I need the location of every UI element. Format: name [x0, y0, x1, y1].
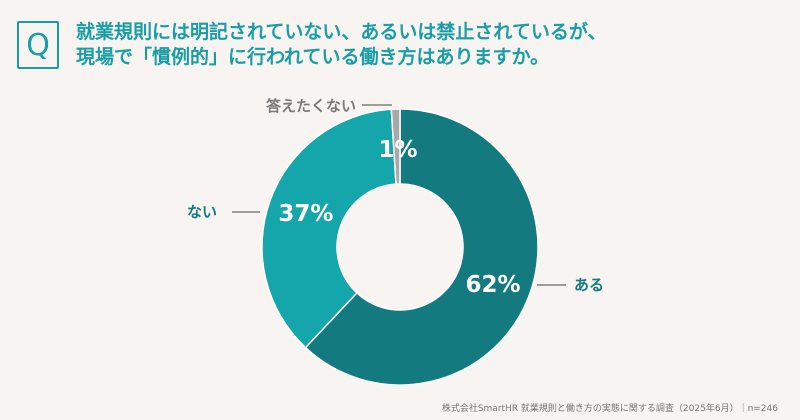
question-badge: Q [17, 21, 59, 69]
slice-答えたくない [390, 108, 401, 185]
category-label-答えたくない: 答えたくない [266, 97, 356, 115]
value-label-ある: 62% [465, 272, 520, 298]
slice-ある [304, 108, 539, 386]
value-label-ない: 37% [278, 201, 333, 227]
source-footnote: 株式会社SmartHR 就業規則と働き方の実態に関する調査（2025年6月）｜n… [441, 404, 778, 414]
category-label-ない: ない [187, 203, 217, 221]
question-line-1: 就業規則には明記されていない、あるいは禁止されているが、 [76, 21, 607, 43]
slice-ない [261, 108, 397, 349]
value-label-答えたくない: 1% [378, 137, 417, 163]
category-label-ある: ある [574, 276, 604, 294]
question-text: 就業規則には明記されていない、あるいは禁止されているが、 現場で「慣例的」に行わ… [76, 20, 776, 70]
question-line-2: 現場で「慣例的」に行われている働き方はありますか。 [76, 46, 550, 68]
